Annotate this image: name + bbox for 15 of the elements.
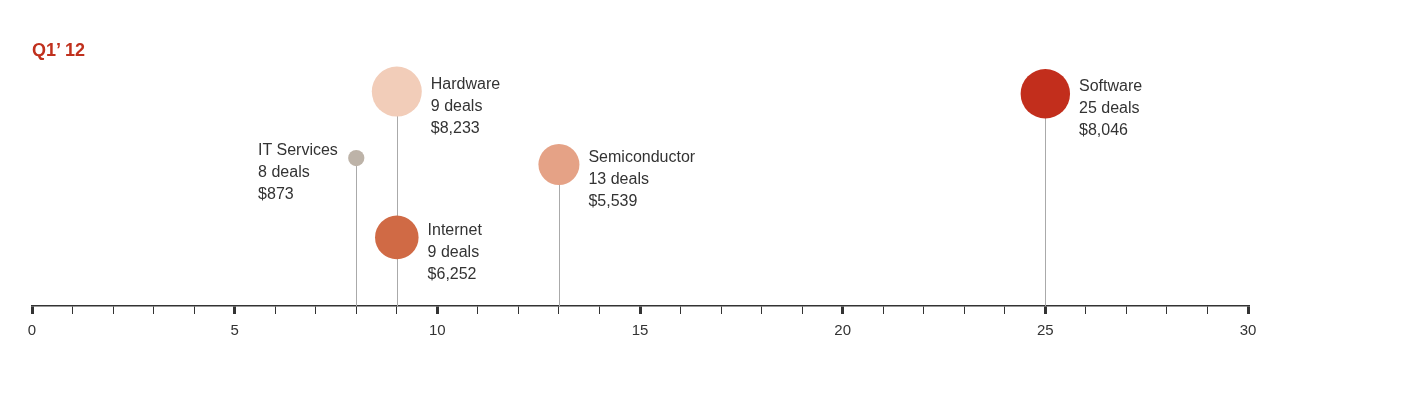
x-tick-label: 25 — [1036, 321, 1054, 339]
x-tick-label: 20 — [834, 321, 852, 339]
annotation: Hardware 9 deals $8,233 — [430, 75, 501, 137]
x-tick-label: 10 — [428, 321, 446, 339]
annotation: IT Services 8 deals $873 — [258, 141, 338, 203]
x-tick-label: 5 — [230, 321, 239, 339]
point — [375, 215, 419, 260]
x-tick-label: 30 — [1239, 321, 1257, 339]
annotation: Internet 9 deals $6,252 — [427, 220, 483, 282]
chart-title: Q1’ 12 — [32, 39, 86, 60]
annotation: Software 25 deals $8,046 — [1079, 77, 1143, 139]
point — [538, 144, 580, 186]
annotation: Semiconductor 13 deals $5,539 — [588, 147, 696, 209]
x-tick-label: 0 — [27, 321, 37, 339]
x-tick-label: 15 — [631, 321, 649, 339]
